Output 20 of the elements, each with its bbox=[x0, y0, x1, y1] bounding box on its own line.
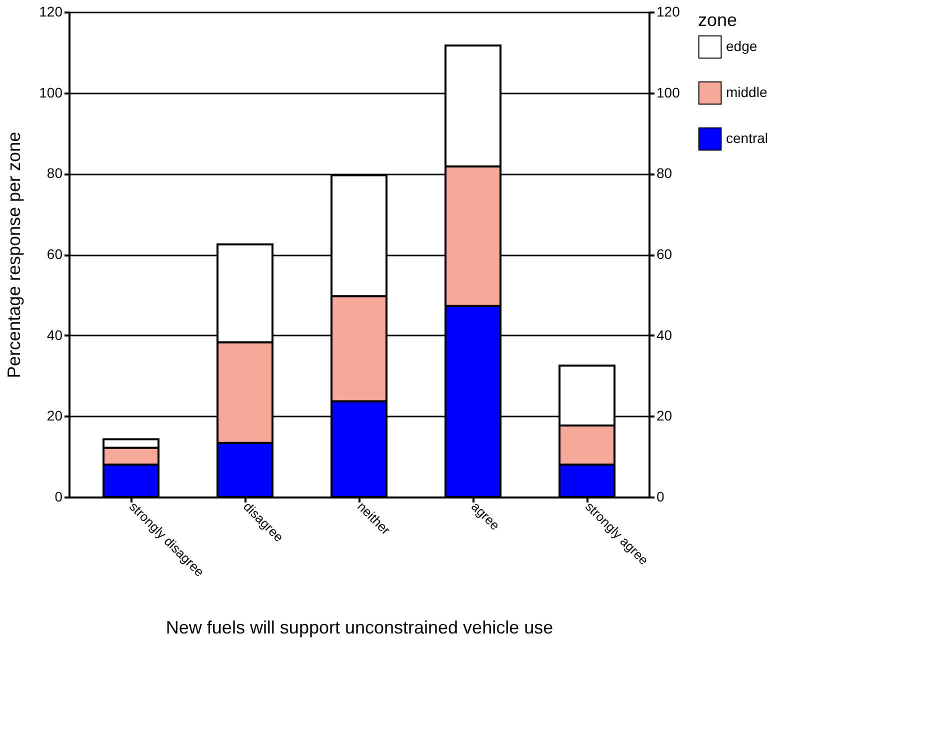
y-axis-title: Percentage response per zone bbox=[4, 132, 24, 378]
legend-title: zone bbox=[698, 10, 738, 30]
legend-label: edge bbox=[726, 38, 758, 54]
y2-tick-label: 0 bbox=[656, 488, 664, 504]
y2-tick-label: 20 bbox=[656, 408, 672, 424]
y2-tick-label: 40 bbox=[656, 326, 672, 343]
x-axis-title: New fuels will support unconstrained vehicle use bbox=[166, 617, 554, 638]
y-tick-label: 60 bbox=[46, 246, 63, 262]
y2-tick-label: 100 bbox=[656, 84, 680, 100]
y2-tick-label: 80 bbox=[656, 165, 672, 182]
legend-label: middle bbox=[726, 84, 768, 100]
y-tick-label: 20 bbox=[46, 408, 63, 424]
y-tick-label: 40 bbox=[46, 326, 63, 343]
y-tick-label: 100 bbox=[39, 84, 63, 100]
y-tick-label: 120 bbox=[39, 4, 63, 20]
legend-label: central bbox=[726, 130, 768, 146]
y-tick-label: 0 bbox=[54, 488, 63, 504]
y2-tick-label: 60 bbox=[656, 246, 672, 262]
y2-tick-label: 120 bbox=[656, 4, 680, 20]
y-tick-label: 80 bbox=[46, 165, 63, 182]
